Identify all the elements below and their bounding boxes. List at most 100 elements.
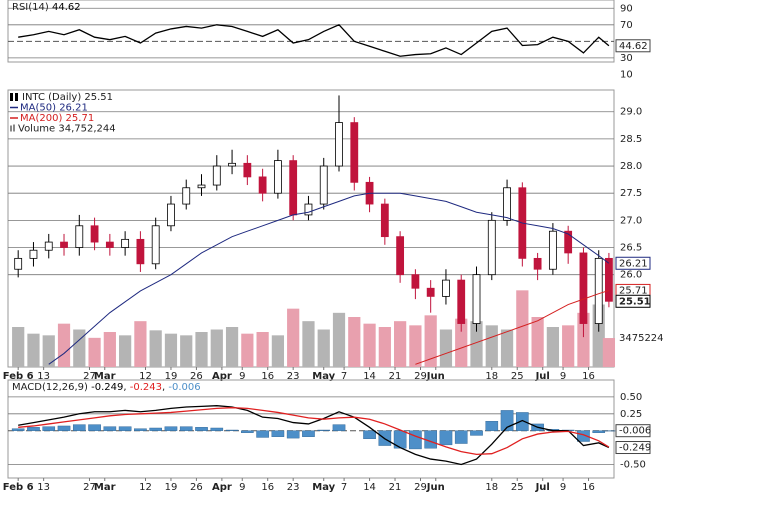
- candle-body: [457, 279, 466, 324]
- candle-body: [472, 274, 481, 324]
- x-tick-label: 9: [560, 482, 566, 493]
- legend-value: 44.62: [52, 2, 81, 13]
- histogram-bar: [454, 430, 468, 444]
- volume-bar: [134, 321, 147, 367]
- x-tick-label: 12: [139, 371, 152, 382]
- volume-bar: [88, 337, 101, 367]
- candle-body: [564, 230, 573, 254]
- panel-frame: [7, 379, 615, 479]
- x-tick-label: 16: [261, 482, 274, 493]
- legend-icon: [15, 93, 18, 101]
- candle-body: [105, 241, 114, 248]
- volume-bar: [378, 327, 391, 367]
- y-tick-label: 0.25: [620, 409, 642, 420]
- candle-body: [60, 241, 68, 248]
- volume-bar: [73, 329, 86, 367]
- legend: MA(200) 25.71: [20, 113, 94, 124]
- y-tick-label: 27.5: [620, 188, 642, 199]
- volume-bar: [546, 327, 560, 367]
- volume-bar: [180, 335, 193, 367]
- volume-bar: [348, 317, 361, 367]
- x-tick-label: 16: [582, 371, 595, 382]
- histogram-bar: [256, 430, 269, 438]
- histogram-bar: [286, 430, 300, 439]
- x-tick-label: 14: [363, 482, 376, 493]
- candle-body: [136, 238, 145, 265]
- y-tick-label: 27.0: [620, 215, 642, 226]
- legend-name: MACD(12,26,9): [12, 382, 88, 393]
- candle-body: [212, 165, 221, 186]
- histogram-bar: [485, 421, 499, 431]
- histogram-bar: [317, 429, 331, 431]
- candle-body: [605, 257, 613, 302]
- volume-bar: [317, 329, 330, 367]
- x-tick-label: 16: [261, 371, 274, 382]
- histogram-bar: [332, 424, 346, 431]
- candle-body: [121, 238, 130, 248]
- legend-icon: [10, 125, 12, 132]
- candle-body: [548, 230, 557, 270]
- volume-bar: [256, 332, 269, 367]
- histogram-bar: [88, 424, 101, 431]
- histogram-bar: [11, 428, 25, 431]
- legend-value: 25.51: [84, 92, 113, 103]
- y-tick-label: 26.0: [620, 270, 642, 281]
- x-tick-label: 19: [165, 371, 178, 382]
- y-tick-label: 26.5: [620, 243, 642, 254]
- x-tick-label: 9: [239, 482, 245, 493]
- histogram-bar: [42, 426, 56, 431]
- volume-bar: [485, 325, 498, 367]
- x-tick-label: Apr: [212, 482, 232, 493]
- x-tick-label: 13: [37, 482, 50, 493]
- volume-bar: [439, 329, 453, 367]
- candle-body: [258, 176, 267, 194]
- histogram-bar: [103, 426, 117, 431]
- histogram-bar: [72, 424, 86, 431]
- x-tick-label: 27: [83, 371, 96, 382]
- candle-body: [243, 162, 252, 178]
- volume-bar: [57, 323, 71, 367]
- x-tick-label: Mar: [94, 371, 116, 382]
- y-tick-label: 30: [620, 53, 633, 64]
- candle-body: [503, 187, 511, 221]
- volume-bar: [149, 330, 162, 367]
- legend-icon: [13, 124, 15, 132]
- x-tick-label: 26: [190, 482, 203, 493]
- legend: MACD(12,26,9) -0.249, -0.243, -0.006: [12, 382, 201, 393]
- y-tick-label: 28.0: [620, 161, 642, 172]
- y-tick-label: 10: [620, 69, 633, 80]
- volume-bar: [363, 323, 376, 367]
- legend-value: -0.249: [91, 382, 123, 393]
- histogram-bar: [57, 425, 71, 431]
- histogram-bar: [363, 430, 376, 440]
- candle-body: [182, 187, 191, 205]
- candle-body: [487, 219, 496, 276]
- x-tick-label: 29: [414, 371, 427, 382]
- value-box: [615, 424, 651, 438]
- histogram-bar: [271, 430, 285, 437]
- candle-body: [228, 162, 236, 167]
- series-line: [18, 24, 610, 57]
- value-box-label: -0.249: [619, 443, 651, 454]
- volume-bar: [602, 338, 616, 367]
- volume-bar: [27, 333, 40, 367]
- candle-body: [335, 122, 343, 167]
- volume-bar: [164, 333, 178, 367]
- x-tick-label: Feb 6: [3, 482, 34, 493]
- x-tick-label: 25: [511, 371, 524, 382]
- histogram-bar: [149, 427, 162, 431]
- legend-name: INTC (Daily): [22, 92, 81, 103]
- volume-bar: [195, 332, 208, 367]
- x-tick-label: 7: [341, 482, 347, 493]
- value-box: [615, 39, 651, 53]
- value-box: [615, 256, 651, 270]
- candle-body: [197, 184, 206, 189]
- volume-axis-label: 3475224: [619, 333, 664, 344]
- y-tick-label: 28.5: [620, 134, 642, 145]
- legend-sep: ,: [162, 382, 168, 393]
- candle-body: [411, 274, 420, 289]
- candle-body: [14, 257, 23, 270]
- volume-bar: [577, 312, 590, 367]
- legend-value: -0.243: [130, 382, 162, 393]
- legend-value: -0.006: [168, 382, 200, 393]
